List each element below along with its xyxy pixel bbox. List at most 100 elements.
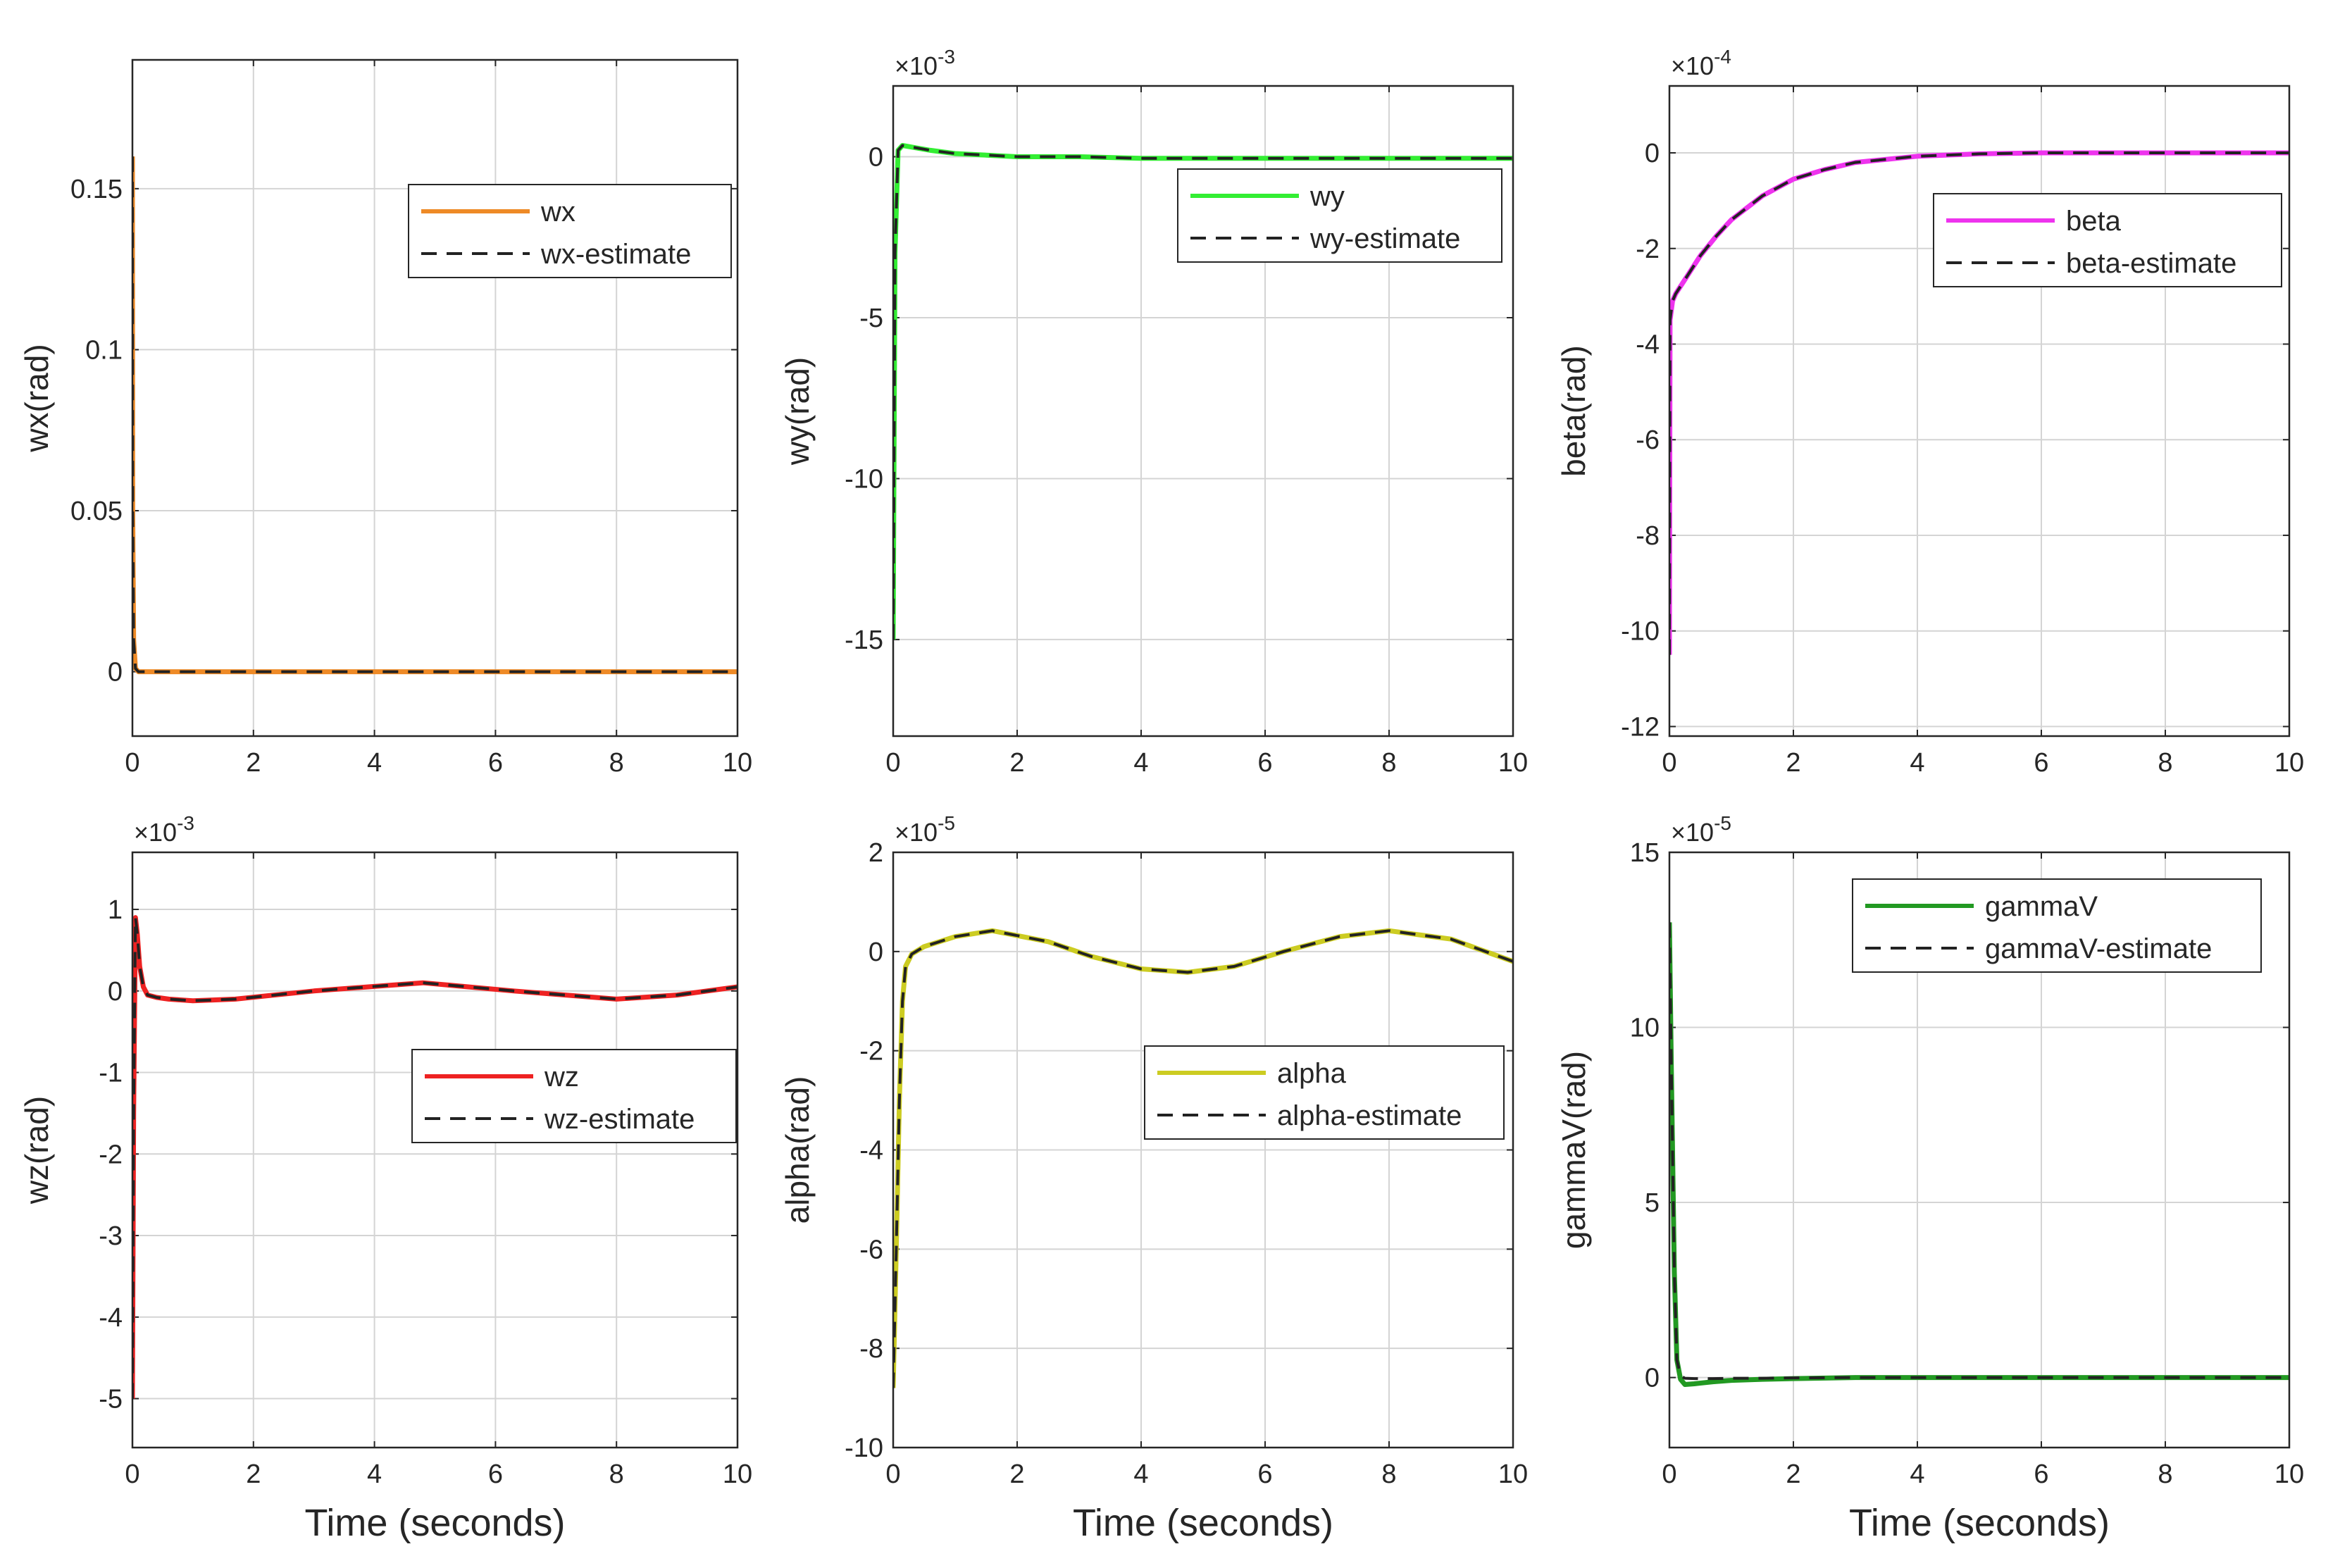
y-axis-label: wy(rad) xyxy=(779,357,816,466)
y-tick-label: 15 xyxy=(1630,838,1660,868)
x-axis-label: Time (seconds) xyxy=(304,1502,565,1544)
x-tick-label: 2 xyxy=(246,1460,261,1489)
x-tick-label: 8 xyxy=(609,748,624,778)
y-tick-label: -10 xyxy=(845,464,883,494)
legend-entry-label: alpha-estimate xyxy=(1277,1100,1462,1131)
y-tick-label: -2 xyxy=(1636,235,1660,264)
y-tick-label: -4 xyxy=(859,1136,883,1166)
exponent-label: ×10-5 xyxy=(895,812,955,847)
legend: wy wy-estimate xyxy=(1177,168,1502,263)
x-tick-label: 8 xyxy=(1381,1460,1396,1489)
x-tick-label: 2 xyxy=(246,748,261,778)
y-tick-label: 0 xyxy=(108,658,123,687)
subplot-wy: 0 2 4 6 8 10 -15 -10 -5 0 ×10-3 wy(rad) wy wy-estimat… xyxy=(779,46,1528,778)
x-tick-label: 2 xyxy=(1009,1460,1024,1489)
y-tick-label: -6 xyxy=(859,1235,883,1264)
x-tick-label: 10 xyxy=(1498,1460,1528,1489)
y-axis-label: gammaV(rad) xyxy=(1555,1051,1592,1249)
plot-area xyxy=(132,60,738,736)
legend: beta beta-estimate xyxy=(1933,193,2282,287)
exponent-label: ×10-3 xyxy=(134,812,194,847)
y-axis-label: alpha(rad) xyxy=(779,1076,816,1224)
legend-box xyxy=(408,184,732,278)
axes-box xyxy=(892,851,1514,1449)
series-line-wz-estimate xyxy=(132,916,738,1399)
x-tick-label: 4 xyxy=(1910,1460,1924,1489)
y-tick-label: -2 xyxy=(99,1140,123,1169)
y-tick-label: 10 xyxy=(1630,1014,1660,1043)
x-tick-label: 4 xyxy=(1133,748,1148,778)
x-tick-label: 6 xyxy=(1257,1460,1272,1489)
x-tick-label: 2 xyxy=(1786,748,1800,778)
x-tick-label: 2 xyxy=(1786,1460,1800,1489)
subplot-gammaV: 0 2 4 6 8 10 0 5 10 15 ×10-5 gammaV(rad) Time (secon… xyxy=(1555,812,2304,1544)
y-tick-label: -8 xyxy=(1636,521,1660,551)
x-axis-label: Time (seconds) xyxy=(1849,1502,2110,1544)
x-tick-label: 2 xyxy=(1009,748,1024,778)
subplot-wz: 0 2 4 6 8 10 -5 -4 -3 -2 -1 0 1 ×10-3 wz(rad) Time (sec… xyxy=(18,812,752,1544)
subplot-alpha: 0 2 4 6 8 10 -10 -8 -6 -4 -2 0 2 ×10-5 alpha(rad) Time … xyxy=(779,812,1528,1544)
y-tick-label: -1 xyxy=(99,1059,123,1088)
legend-entry-label: wz xyxy=(544,1062,579,1093)
x-tick-label: 0 xyxy=(1662,1460,1676,1489)
y-tick-label: 2 xyxy=(869,838,883,868)
x-tick-label: 10 xyxy=(2274,1460,2304,1489)
x-tick-label: 10 xyxy=(723,748,752,778)
y-tick-label: 0.1 xyxy=(85,335,123,365)
x-tick-label: 0 xyxy=(885,1460,900,1489)
x-tick-label: 10 xyxy=(723,1460,752,1489)
axes-box xyxy=(1668,85,2291,738)
y-tick-label: 5 xyxy=(1645,1188,1660,1218)
y-tick-label: 0 xyxy=(108,977,123,1007)
x-tick-label: 4 xyxy=(367,748,382,778)
legend-entry-label: gammaV-estimate xyxy=(1985,933,2212,964)
y-tick-label: 1 xyxy=(108,895,123,925)
y-axis-label: wz(rad) xyxy=(18,1096,55,1205)
y-axis-label: wx(rad) xyxy=(18,344,55,452)
x-tick-label: 6 xyxy=(2034,1460,2048,1489)
x-tick-label: 4 xyxy=(1910,748,1924,778)
y-tick-label: 0.15 xyxy=(70,175,123,204)
series-line-wy-estimate xyxy=(893,144,1513,640)
y-tick-label: -4 xyxy=(1636,330,1660,359)
y-axis-label: beta(rad) xyxy=(1555,345,1592,477)
x-tick-label: 10 xyxy=(2274,748,2304,778)
axes-box xyxy=(131,851,739,1449)
x-tick-label: 6 xyxy=(1257,748,1272,778)
legend: wx wx-estimate xyxy=(408,184,732,278)
legend-box xyxy=(411,1049,737,1143)
series-line-gammaV-estimate xyxy=(1669,922,2289,1381)
y-tick-label: -3 xyxy=(99,1221,123,1251)
x-tick-label: 0 xyxy=(125,748,139,778)
y-tick-label: -6 xyxy=(1636,425,1660,455)
y-tick-label: -5 xyxy=(859,304,883,333)
legend-box xyxy=(1852,878,2262,973)
y-tick-label: 0 xyxy=(1645,139,1660,168)
legend: wz wz-estimate xyxy=(411,1049,737,1143)
exponent-label: ×10-3 xyxy=(895,46,955,80)
x-tick-label: 8 xyxy=(2158,1460,2172,1489)
legend-box xyxy=(1144,1045,1505,1140)
x-tick-label: 8 xyxy=(2158,748,2172,778)
x-tick-label: 0 xyxy=(885,748,900,778)
axes-box xyxy=(1668,851,2291,1449)
x-tick-label: 6 xyxy=(2034,748,2048,778)
legend: gammaV gammaV-estimate xyxy=(1852,878,2262,973)
y-tick-label: -4 xyxy=(99,1303,123,1333)
x-tick-label: 6 xyxy=(488,748,503,778)
y-tick-label: 0 xyxy=(1645,1364,1660,1393)
y-tick-label: -12 xyxy=(1621,712,1660,742)
y-tick-label: -10 xyxy=(1621,617,1660,647)
legend-box xyxy=(1933,193,2282,287)
x-tick-label: 0 xyxy=(125,1460,139,1489)
x-tick-label: 8 xyxy=(1381,748,1396,778)
y-tick-label: 0 xyxy=(869,938,883,967)
x-axis-label: Time (seconds) xyxy=(1073,1502,1333,1544)
plot-area xyxy=(132,852,738,1448)
legend-entry-label: beta xyxy=(2066,206,2122,237)
x-tick-label: 4 xyxy=(367,1460,382,1489)
legend-entry-label: beta-estimate xyxy=(2066,248,2236,279)
plot-area xyxy=(1669,86,2289,736)
legend-entry-label: alpha xyxy=(1277,1058,1347,1089)
